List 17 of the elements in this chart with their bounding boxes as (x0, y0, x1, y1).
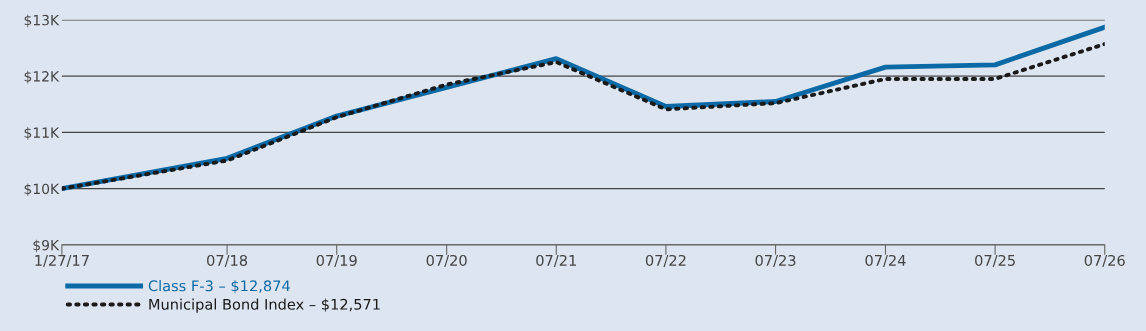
x-tick-label: 07/25 (975, 254, 1015, 268)
x-tick-label: 07/21 (536, 254, 576, 268)
x-tick-label: 07/20 (426, 254, 467, 268)
x-tick-label: 07/22 (645, 254, 686, 268)
y-tick-label: $12K (24, 70, 60, 84)
text: Municipal Bond Index – $12,571 (149, 298, 380, 313)
x-tick-label: 07/18 (207, 254, 248, 268)
y-tick-label: $9K (33, 239, 60, 253)
text: Class F-3 – $12,874 (148, 280, 290, 294)
x-tick-label: 07/24 (865, 254, 906, 268)
x-tick-label: 07/23 (755, 254, 796, 268)
x-tick-label: 1/27/17 (35, 254, 89, 268)
y-tick-label: $11K (24, 127, 60, 140)
y-tick-label: $10K (24, 183, 60, 196)
y-tick-label: $13K (24, 14, 60, 28)
x-tick-label: 07/26 (1084, 254, 1125, 268)
x-tick-label: 07/19 (316, 254, 357, 268)
